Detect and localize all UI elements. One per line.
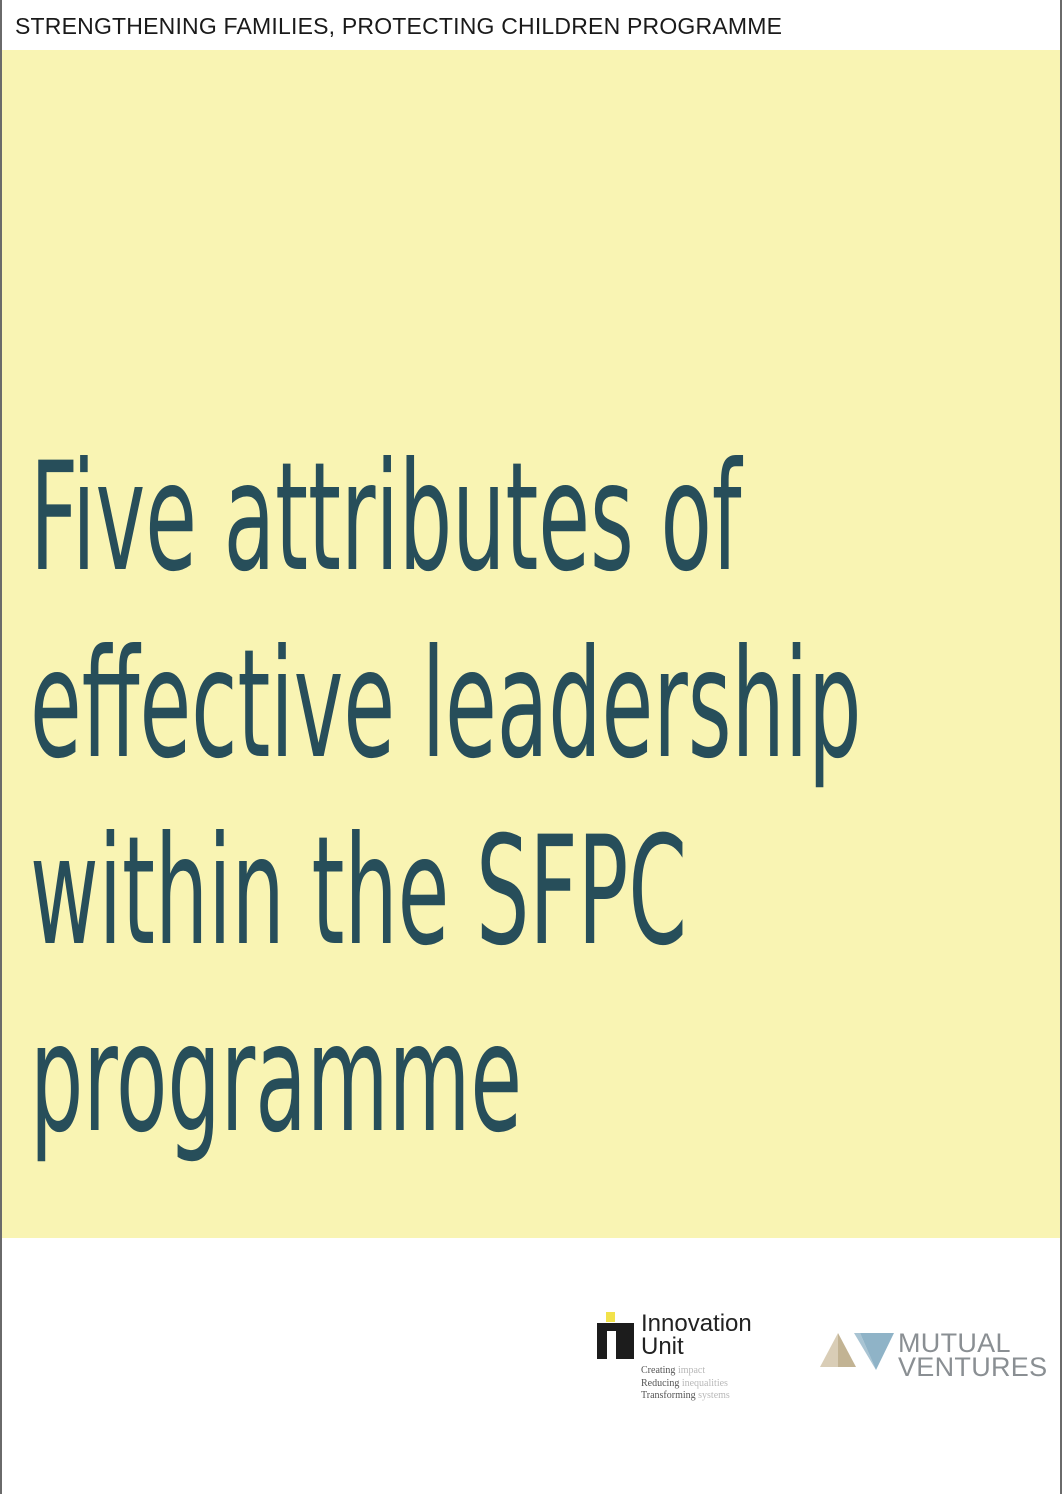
tagline-word: Creating xyxy=(641,1365,676,1376)
innovation-unit-tagline: Creating impact Reducing inequalities Tr… xyxy=(641,1365,730,1403)
programme-name: STRENGTHENING FAMILIES, PROTECTING CHILD… xyxy=(15,13,783,39)
tagline-accent: inequalities xyxy=(681,1377,728,1389)
innovation-unit-logo: Innovation Unit Creating impact Reducing… xyxy=(597,1312,777,1407)
cover-panel xyxy=(2,50,1060,1238)
tagline-accent: systems xyxy=(698,1390,730,1401)
cover-title-line: within the SFPC xyxy=(30,805,687,979)
header-bar: STRENGTHENING FAMILIES, PROTECTING CHILD… xyxy=(2,0,1060,50)
tagline-line: Creating impact xyxy=(641,1365,730,1378)
innovation-unit-logo-icon xyxy=(597,1323,634,1359)
innovation-unit-name-line: Innovation xyxy=(641,1310,752,1337)
mutual-ventures-name: MUTUAL VENTURES xyxy=(898,1328,1048,1382)
tagline-word: Transforming xyxy=(641,1390,696,1401)
cover-title-line: Five attributes of xyxy=(30,431,742,605)
innovation-unit-logo-icon-accent xyxy=(606,1312,615,1322)
mutual-ventures-logo: MUTUAL VENTURES xyxy=(820,1330,1050,1386)
cover-title: Five attributes of effective leadership … xyxy=(30,425,862,1173)
tagline-accent: impact xyxy=(677,1365,706,1376)
tagline-word: Reducing xyxy=(641,1377,680,1389)
mutual-ventures-name-line: VENTURES xyxy=(898,1352,1048,1382)
innovation-unit-name: Innovation Unit xyxy=(641,1310,752,1360)
cover-title-line: effective leadership xyxy=(30,618,862,792)
innovation-unit-name-line: Unit xyxy=(641,1333,684,1360)
cover-title-line: programme xyxy=(30,992,523,1166)
tagline-line: Reducing inequalities xyxy=(641,1378,730,1391)
mutual-ventures-logo-icon xyxy=(820,1333,894,1370)
mutual-ventures-name-line: MUTUAL xyxy=(898,1328,1011,1358)
tagline-line: Transforming systems xyxy=(641,1390,730,1403)
